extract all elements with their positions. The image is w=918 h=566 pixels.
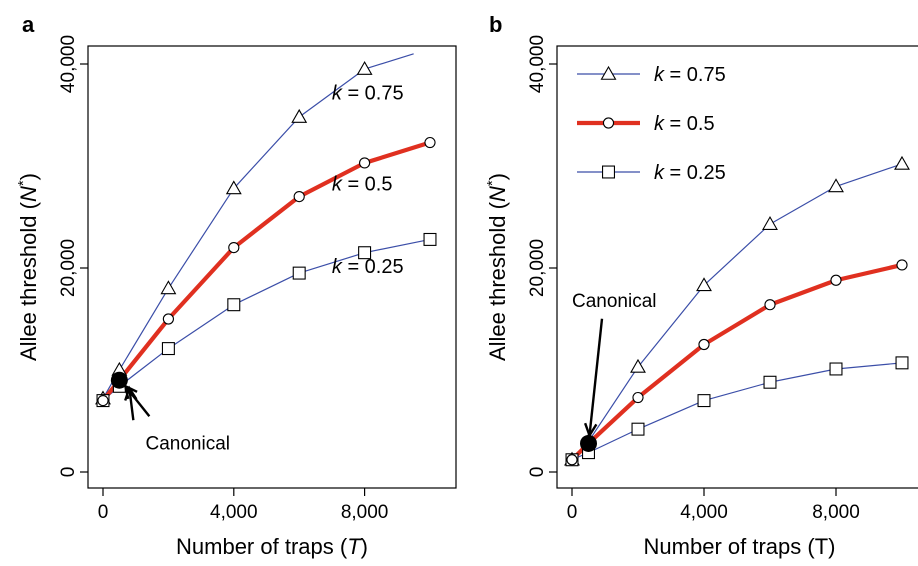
data-point-circle [830, 274, 842, 286]
plot-frame [556, 45, 918, 489]
data-point-circle [293, 191, 305, 203]
legend-marker-triangle [600, 65, 617, 80]
data-point-triangle [225, 180, 242, 195]
x-axis-title: Number of traps (T) [176, 534, 368, 559]
data-point-triangle [291, 108, 308, 123]
legend-marker-circle [602, 117, 615, 129]
y-axis-title: Allee threshold (N*) [484, 173, 511, 361]
canonical-arrow [124, 385, 138, 421]
x-tick-label: 0 [98, 502, 109, 523]
series-label: k = 0.25 [332, 256, 404, 278]
data-point-square [895, 356, 909, 370]
data-point-square [697, 394, 711, 408]
data-point-circle [698, 338, 710, 351]
data-point-square [292, 266, 306, 280]
x-tick-label: 8,000 [812, 502, 860, 523]
data-point-triangle [894, 155, 910, 170]
panel-letter: a [22, 12, 35, 37]
data-point-circle [424, 136, 436, 149]
data-point-circle [764, 299, 776, 311]
series-group [95, 53, 437, 408]
x-tick-label: 4,000 [210, 502, 258, 523]
series-label: k = 0.75 [332, 83, 404, 105]
canonical-arrow [583, 318, 604, 439]
x-tick-label: 0 [567, 502, 578, 523]
panel-a: a 0 4,000 8,000 0 20,000 40,000 Number of traps… [15, 12, 457, 559]
data-point-square [631, 422, 645, 436]
data-point-triangle [160, 280, 177, 295]
data-point-circle [632, 391, 644, 404]
data-point-square [829, 362, 843, 376]
legend-marker-square [601, 165, 615, 179]
data-point-circle [97, 395, 109, 407]
legend-label: k = 0.5 [654, 113, 715, 135]
data-point-circle [566, 454, 578, 466]
data-point-triangle [356, 60, 373, 75]
y-tick-label: 0 [58, 467, 79, 478]
data-point-square [423, 232, 437, 246]
panel-letter: b [489, 12, 502, 37]
data-point-square [763, 375, 777, 389]
y-tick-label: 0 [527, 467, 548, 478]
x-tick-label: 8,000 [341, 502, 389, 523]
data-point-triangle [696, 277, 712, 292]
y-tick-label: 20,000 [527, 239, 548, 297]
canonical-label: Canonical [572, 291, 657, 312]
canonical-point [110, 371, 128, 389]
data-point-square [227, 298, 241, 312]
legend-label: k = 0.25 [654, 162, 726, 184]
data-point-triangle [762, 216, 778, 230]
plot-frame [87, 45, 457, 489]
data-point-triangle [630, 358, 646, 373]
x-axis-title: Number of traps (T) [644, 534, 836, 559]
canonical-label: Canonical [146, 434, 231, 455]
data-point-circle [359, 157, 371, 169]
panel-b: b 0 4,000 8,000 0 20,000 40,000 Number of traps… [484, 12, 918, 559]
legend-label: k = 0.75 [654, 64, 726, 86]
y-tick-label: 20,000 [58, 239, 79, 297]
data-point-circle [896, 259, 908, 271]
data-point-square [358, 246, 372, 260]
series-label: k = 0.5 [332, 173, 393, 195]
data-point-circle [228, 242, 240, 254]
data-point-triangle [828, 178, 844, 193]
data-point-circle [162, 313, 174, 325]
y-axis-title: Allee threshold (N*) [15, 173, 42, 361]
data-point-square [161, 342, 175, 356]
y-tick-label: 40,000 [58, 35, 79, 93]
legend: k = 0.75 k = 0.5 k = 0.25 [577, 64, 726, 184]
canonical-point [580, 434, 597, 452]
x-tick-label: 4,000 [680, 502, 728, 523]
y-tick-label: 40,000 [527, 35, 548, 93]
